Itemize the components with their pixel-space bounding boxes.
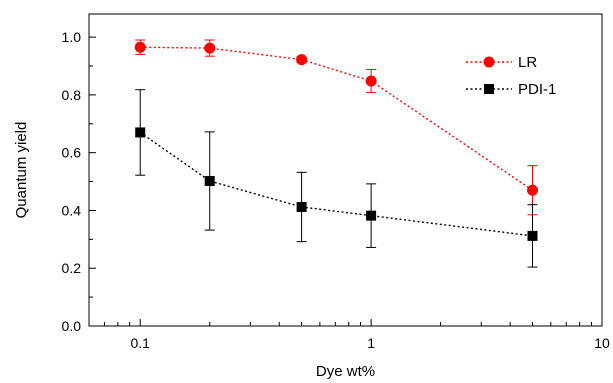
data-point [366, 210, 377, 221]
legend-marker [483, 56, 495, 68]
y-tick-label: 0.6 [62, 145, 82, 161]
legend: LR PDI-1 [466, 54, 556, 98]
data-point [527, 230, 538, 241]
tick-labels: 0.1 1 10 0.0 0.2 0.4 0.6 0.8 1.0 [62, 29, 610, 351]
y-axis-title: Quantum yield [13, 122, 30, 219]
legend-item-pdi-1: PDI-1 [466, 81, 556, 98]
series-line [140, 46, 533, 191]
series-lr [134, 39, 538, 216]
data-point [365, 75, 377, 87]
data-point [296, 201, 307, 212]
plot-area [88, 13, 603, 327]
x-tick-label: 10 [594, 335, 610, 351]
series-layer [134, 39, 538, 268]
legend-label: LR [518, 54, 537, 71]
plot-border [88, 13, 603, 327]
x-axis-title: Dye wt% [316, 363, 375, 380]
data-point [526, 184, 538, 196]
legend-item-lr: LR [466, 54, 537, 71]
legend-label: PDI-1 [518, 81, 556, 98]
x-tick-label: 1 [367, 335, 375, 351]
y-tick-label: 0.8 [62, 87, 82, 103]
data-point [204, 175, 215, 186]
x-tick-label: 0.1 [130, 335, 150, 351]
series-line [139, 131, 533, 237]
data-point [204, 42, 216, 54]
y-tick-label: 0.4 [62, 202, 82, 218]
data-point [134, 41, 146, 53]
series-pdi-1 [135, 89, 538, 268]
y-tick-label: 0.2 [62, 260, 82, 276]
axis-ticks [88, 36, 603, 327]
y-tick-label: 0.0 [62, 318, 82, 334]
y-tick-label: 1.0 [62, 29, 82, 45]
legend-marker [484, 84, 494, 94]
data-point [296, 54, 308, 66]
data-point [135, 127, 146, 138]
